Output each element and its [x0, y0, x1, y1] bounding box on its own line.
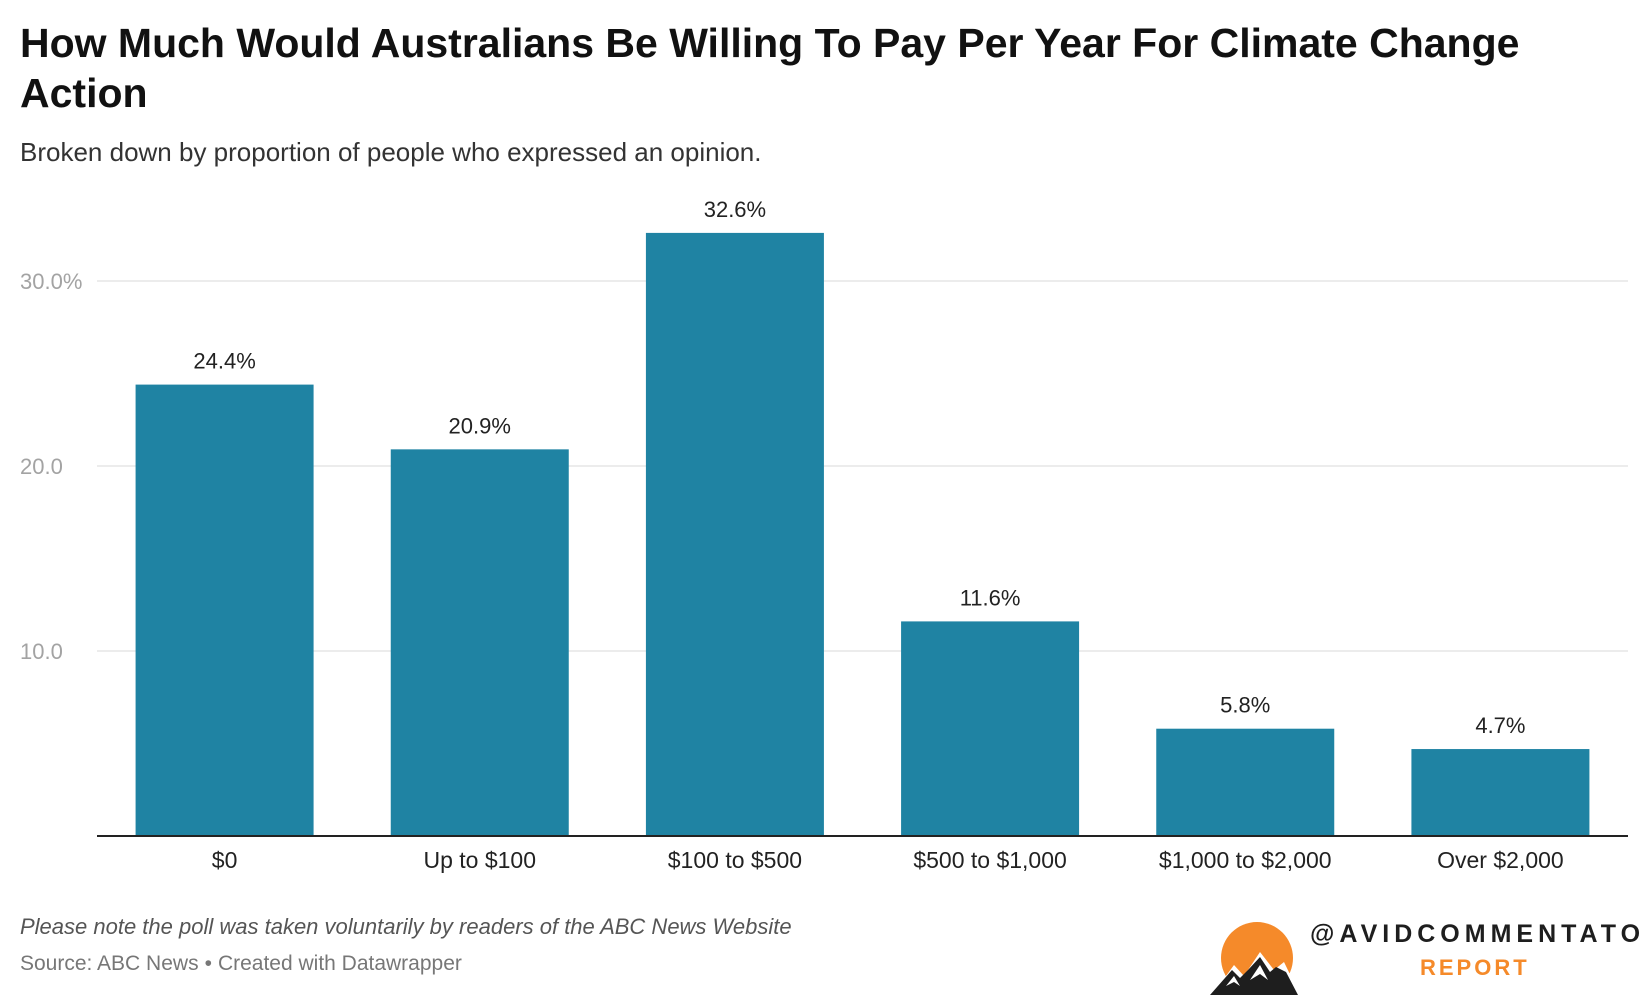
bar-value-label: 11.6% — [960, 585, 1021, 610]
sun-over-mountains-icon — [1210, 922, 1300, 995]
gridlines — [97, 280, 1628, 652]
bars — [135, 232, 1590, 836]
category-label: $1,000 to $2,000 — [1159, 847, 1332, 873]
category-label: $0 — [212, 847, 238, 873]
chart-subtitle: Broken down by proportion of people who … — [20, 137, 762, 167]
y-tick-label: 10.0 — [20, 639, 63, 664]
source-separator: • — [204, 952, 212, 975]
y-tick-label: 30.0% — [20, 269, 82, 294]
category-label: Up to $100 — [423, 847, 536, 873]
brand-handle: @AVIDCOMMENTATOR — [1310, 920, 1640, 948]
bar — [1156, 728, 1335, 836]
value-labels: 24.4% 20.9% 32.6% 11.6% 5.8% 4.7% — [193, 197, 1525, 738]
bar-value-label: 32.6% — [704, 197, 766, 222]
bar-chart: 10.0 20.0 30.0% 24.4% 20.9% 32.6% 11.6% 5.8% 4.… — [20, 197, 1628, 873]
bar-value-label: 24.4% — [193, 349, 255, 374]
y-tick-label: 20.0 — [20, 454, 63, 479]
category-label: $100 to $500 — [668, 847, 802, 873]
chart-title: How Much Would Australians Be Willing To… — [20, 20, 1520, 116]
bar — [390, 449, 569, 836]
bar — [135, 384, 314, 836]
category-label: $500 to $1,000 — [913, 847, 1066, 873]
credit-text: Created with Datawrapper — [217, 952, 462, 975]
bar-value-label: 4.7% — [1475, 713, 1525, 738]
x-axis-labels: $0 Up to $100 $100 to $500 $500 to $1,000 $1… — [212, 847, 1564, 873]
bar — [645, 232, 824, 836]
category-label: Over $2,000 — [1437, 847, 1564, 873]
y-axis-ticks: 10.0 20.0 30.0% — [20, 269, 82, 664]
source-line: Source: ABC News • Created with Datawrappe… — [20, 952, 462, 976]
bar-value-label: 5.8% — [1220, 693, 1270, 718]
source-text: Source: ABC News — [20, 952, 199, 975]
bar — [1411, 749, 1590, 836]
bar — [901, 621, 1080, 836]
brand-report: REPORT — [1420, 955, 1530, 980]
bar-value-label: 20.9% — [449, 413, 511, 438]
footnote: Please note the poll was taken voluntari… — [20, 914, 792, 939]
